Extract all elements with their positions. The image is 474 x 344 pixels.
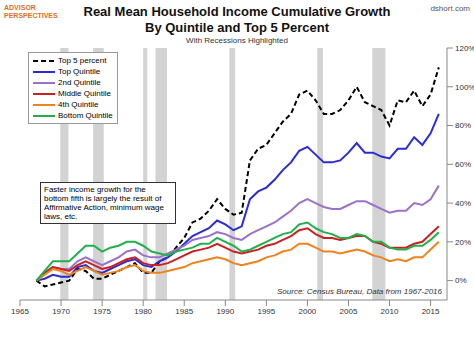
svg-text:0%: 0% bbox=[455, 276, 466, 285]
svg-text:100%: 100% bbox=[455, 83, 466, 92]
html-text:With Recessions Highlighted: With Recessions Highlighted bbox=[186, 36, 288, 45]
html-text:Middle Quintile: Middle Quintile bbox=[58, 89, 111, 98]
svg-text:1970: 1970 bbox=[52, 307, 70, 316]
svg-text:20%: 20% bbox=[455, 238, 466, 247]
svg-text:2005: 2005 bbox=[340, 307, 358, 316]
html-text:Source: Census Bureau, Data fr: Source: Census Bureau, Data from 1967-20… bbox=[277, 287, 442, 296]
svg-text:80%: 80% bbox=[455, 121, 466, 130]
svg-text:1975: 1975 bbox=[93, 307, 111, 316]
svg-text:1980: 1980 bbox=[134, 307, 152, 316]
svg-text:1990: 1990 bbox=[216, 307, 234, 316]
html-text:4th Quintile: 4th Quintile bbox=[58, 100, 99, 109]
svg-text:2010: 2010 bbox=[381, 307, 399, 316]
svg-text:120%: 120% bbox=[455, 44, 466, 53]
svg-text:1965: 1965 bbox=[11, 307, 29, 316]
svg-text:2015: 2015 bbox=[422, 307, 440, 316]
svg-text:60%: 60% bbox=[455, 160, 466, 169]
svg-text:40%: 40% bbox=[455, 199, 466, 208]
html-text:Top Quintile: Top Quintile bbox=[58, 67, 101, 76]
html-text:2nd Quintile: 2nd Quintile bbox=[58, 78, 101, 87]
svg-text:2000: 2000 bbox=[299, 307, 317, 316]
svg-text:1985: 1985 bbox=[175, 307, 193, 316]
html-text:By Quintile and Top 5 Percent: By Quintile and Top 5 Percent bbox=[145, 20, 329, 35]
html-text:ADVISOR PERSPECTIVES: ADVISOR PERSPECTIVES bbox=[4, 4, 58, 19]
html-text:Bottom Quintile: Bottom Quintile bbox=[58, 111, 113, 120]
html-text:Real Mean Household Income Cum: Real Mean Household Income Cumulative Gr… bbox=[83, 4, 391, 19]
html-text:Top 5 percent: Top 5 percent bbox=[58, 56, 107, 65]
html-text:dshort.com: dshort.com bbox=[430, 4, 470, 13]
html-text:Faster income growth for the b: Faster income growth for the bottom fift… bbox=[44, 185, 164, 221]
svg-text:1995: 1995 bbox=[257, 307, 275, 316]
